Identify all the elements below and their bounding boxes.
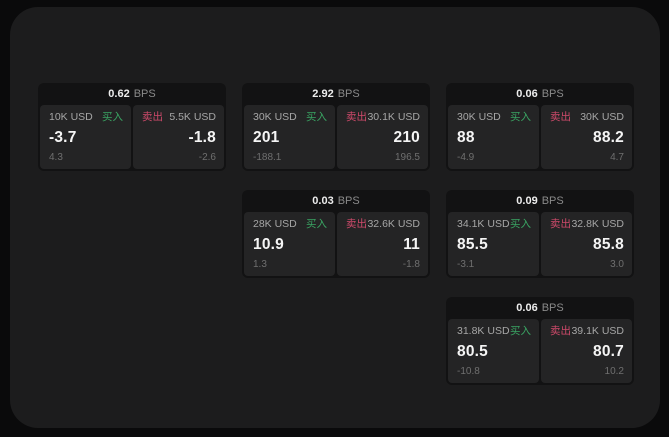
- sell-price: 85.8: [593, 236, 624, 253]
- bps-value: 0.62: [108, 88, 130, 100]
- sell-side-label: 卖出: [550, 111, 571, 123]
- buy-sub-value: -4.9: [457, 152, 475, 163]
- buy-sub-value: 4.3: [49, 152, 63, 163]
- quote-card: 0.03 BPS 28K USD 买入 10.9 1.3 卖出 32.6K US…: [242, 190, 430, 278]
- quote-card: 0.62 BPS 10K USD 买入 -3.7 4.3 卖出 5.5K USD…: [38, 83, 226, 171]
- buy-price: 80.5: [457, 343, 488, 360]
- buy-price: 10.9: [253, 236, 284, 253]
- sell-panel[interactable]: 卖出 30K USD 88.2 4.7: [541, 105, 632, 169]
- bps-value: 0.06: [516, 302, 538, 314]
- buy-panel[interactable]: 30K USD 买入 201 -188.1: [244, 105, 335, 169]
- sell-amount: 5.5K USD: [169, 111, 216, 123]
- sell-panel[interactable]: 卖出 39.1K USD 80.7 10.2: [541, 319, 632, 383]
- bps-header: 0.06 BPS: [446, 83, 634, 105]
- buy-panel[interactable]: 31.8K USD 买入 80.5 -10.8: [448, 319, 539, 383]
- buy-panel[interactable]: 30K USD 买入 88 -4.9: [448, 105, 539, 169]
- buy-amount: 28K USD: [253, 218, 297, 230]
- sell-panel[interactable]: 卖出 32.6K USD 11 -1.8: [337, 212, 428, 276]
- bps-value: 0.06: [516, 88, 538, 100]
- sell-panel[interactable]: 卖出 30.1K USD 210 196.5: [337, 105, 428, 169]
- buy-side-label: 买入: [306, 218, 327, 230]
- buy-side-label: 买入: [510, 325, 531, 337]
- sell-price: 88.2: [593, 129, 624, 146]
- bps-unit-label: BPS: [337, 195, 360, 207]
- sell-side-label: 卖出: [550, 218, 571, 230]
- buy-side-label: 买入: [510, 111, 531, 123]
- buy-sub-value: 1.3: [253, 259, 267, 270]
- sell-price: -1.8: [188, 129, 216, 146]
- buy-amount: 31.8K USD: [457, 325, 510, 337]
- bps-value: 2.92: [312, 88, 334, 100]
- bps-value: 0.03: [312, 195, 334, 207]
- sell-side-label: 卖出: [346, 218, 367, 230]
- sell-amount: 30.1K USD: [367, 111, 420, 123]
- bps-unit-label: BPS: [337, 88, 360, 100]
- bps-header: 2.92 BPS: [242, 83, 430, 105]
- bps-header: 0.62 BPS: [38, 83, 226, 105]
- buy-price: 201: [253, 129, 280, 146]
- buy-price: -3.7: [49, 129, 77, 146]
- bps-value: 0.09: [516, 195, 538, 207]
- buy-panel[interactable]: 34.1K USD 买入 85.5 -3.1: [448, 212, 539, 276]
- sell-amount: 30K USD: [580, 111, 624, 123]
- sell-side-label: 卖出: [550, 325, 571, 337]
- quote-card: 0.06 BPS 30K USD 买入 88 -4.9 卖出 30K USD 8…: [446, 83, 634, 171]
- sell-price: 80.7: [593, 343, 624, 360]
- sell-sub-value: -1.8: [402, 259, 420, 270]
- buy-amount: 10K USD: [49, 111, 93, 123]
- sell-side-label: 卖出: [346, 111, 367, 123]
- sell-panel[interactable]: 卖出 5.5K USD -1.8 -2.6: [133, 105, 224, 169]
- sell-sub-value: 196.5: [394, 152, 420, 163]
- buy-amount: 30K USD: [457, 111, 501, 123]
- buy-side-label: 买入: [510, 218, 531, 230]
- bps-header: 0.06 BPS: [446, 297, 634, 319]
- buy-price: 88: [457, 129, 475, 146]
- sell-amount: 32.8K USD: [571, 218, 624, 230]
- bps-header: 0.03 BPS: [242, 190, 430, 212]
- sell-price: 210: [393, 129, 420, 146]
- sell-sub-value: 3.0: [610, 259, 624, 270]
- sell-amount: 39.1K USD: [571, 325, 624, 337]
- quote-card: 0.09 BPS 34.1K USD 买入 85.5 -3.1 卖出 32.8K…: [446, 190, 634, 278]
- quote-card: 0.06 BPS 31.8K USD 买入 80.5 -10.8 卖出 39.1…: [446, 297, 634, 385]
- buy-panel[interactable]: 28K USD 买入 10.9 1.3: [244, 212, 335, 276]
- buy-amount: 30K USD: [253, 111, 297, 123]
- sell-sub-value: -2.6: [198, 152, 216, 163]
- buy-sub-value: -10.8: [457, 366, 480, 377]
- sell-price: 11: [403, 236, 420, 253]
- buy-sub-value: -3.1: [457, 259, 475, 270]
- bps-unit-label: BPS: [541, 195, 564, 207]
- buy-price: 85.5: [457, 236, 488, 253]
- quotes-panel: 0.62 BPS 10K USD 买入 -3.7 4.3 卖出 5.5K USD…: [10, 7, 660, 428]
- sell-side-label: 卖出: [142, 111, 163, 123]
- buy-amount: 34.1K USD: [457, 218, 510, 230]
- bps-unit-label: BPS: [541, 88, 564, 100]
- buy-side-label: 买入: [102, 111, 123, 123]
- sell-sub-value: 10.2: [604, 366, 624, 377]
- buy-panel[interactable]: 10K USD 买入 -3.7 4.3: [40, 105, 131, 169]
- bps-unit-label: BPS: [541, 302, 564, 314]
- sell-panel[interactable]: 卖出 32.8K USD 85.8 3.0: [541, 212, 632, 276]
- quote-card: 2.92 BPS 30K USD 买入 201 -188.1 卖出 30.1K …: [242, 83, 430, 171]
- buy-sub-value: -188.1: [253, 152, 282, 163]
- sell-sub-value: 4.7: [610, 152, 624, 163]
- bps-unit-label: BPS: [133, 88, 156, 100]
- sell-amount: 32.6K USD: [367, 218, 420, 230]
- buy-side-label: 买入: [306, 111, 327, 123]
- bps-header: 0.09 BPS: [446, 190, 634, 212]
